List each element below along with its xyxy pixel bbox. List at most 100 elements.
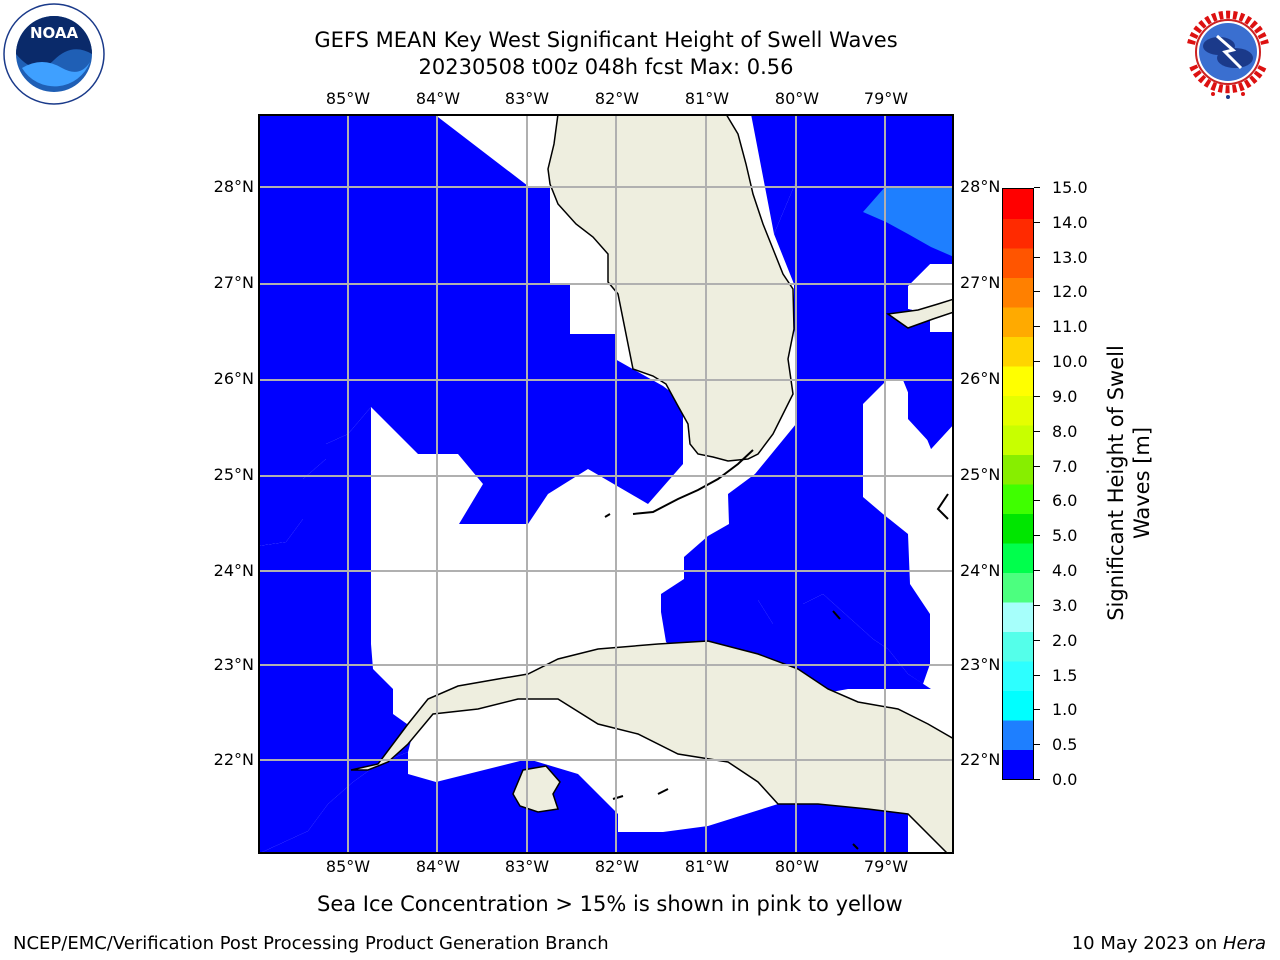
lat-label-right: 26°N — [960, 369, 1001, 388]
colorbar-tick-label: 11.0 — [1052, 317, 1088, 337]
lat-label-right: 27°N — [960, 273, 1001, 292]
nws-logo — [1177, 2, 1279, 102]
lon-label-top: 83°W — [504, 89, 550, 108]
colorbar-segment — [1003, 454, 1033, 485]
colorbar-tick-mark — [1034, 744, 1040, 746]
colorbar-segment — [1003, 277, 1033, 308]
lon-label-bottom: 85°W — [325, 857, 371, 876]
date-stamp: 10 May 2023 on Hera — [1072, 933, 1266, 954]
colorbar-segment — [1003, 307, 1033, 337]
colorbar-tick-mark — [1034, 535, 1040, 537]
colorbar-tick-label: 8.0 — [1052, 421, 1078, 441]
colorbar-segment — [1003, 602, 1033, 632]
colorbar-segment — [1003, 425, 1033, 455]
colorbar-tick-label: 5.0 — [1052, 526, 1078, 546]
lat-label-left: 23°N — [213, 655, 254, 674]
lon-label-top: 85°W — [325, 89, 371, 108]
lat-label-left: 22°N — [213, 750, 254, 769]
colorbar-segment — [1003, 543, 1033, 573]
colorbar-tick-mark — [1034, 221, 1040, 223]
noaa-logo: NOAA — [2, 2, 106, 106]
colorbar-segment — [1003, 661, 1033, 691]
lon-label-bottom: 82°W — [594, 857, 640, 876]
colorbar-title-line2: Waves [m] — [1130, 426, 1154, 540]
colorbar-tick-label: 13.0 — [1052, 247, 1088, 267]
florida-keys — [604, 449, 949, 850]
colorbar-title-line1: Significant Height of Swell — [1104, 345, 1128, 621]
lon-label-bottom: 79°W — [863, 857, 909, 876]
colorbar-segment — [1003, 189, 1033, 219]
colorbar-tick-mark — [1034, 187, 1040, 188]
colorbar-tick-mark — [1034, 395, 1040, 397]
colorbar-segment — [1003, 631, 1033, 662]
lat-label-left: 26°N — [213, 369, 254, 388]
colorbar-segment — [1003, 690, 1033, 721]
colorbar-tick-label: 2.0 — [1052, 630, 1078, 650]
colorbar-segment — [1003, 513, 1033, 544]
lon-label-top: 82°W — [594, 89, 640, 108]
colorbar-segment — [1003, 749, 1033, 779]
colorbar-tick-mark — [1034, 465, 1040, 467]
svg-text:NOAA: NOAA — [30, 24, 79, 42]
lon-label-bottom: 80°W — [774, 857, 820, 876]
colorbar-tick-label: 6.0 — [1052, 491, 1078, 511]
colorbar-segment — [1003, 484, 1033, 514]
colorbar-tick-label: 14.0 — [1052, 212, 1088, 232]
colorbar-ticks: 15.0 14.0 13.0 12.0 11.0 10.0 9.0 8.0 7.0 6.0 5.0 4… — [1034, 178, 1104, 789]
lat-label-right: 22°N — [960, 750, 1001, 769]
lat-label-right: 24°N — [960, 561, 1001, 580]
lon-label-top: 80°W — [774, 89, 820, 108]
colorbar-segment — [1003, 720, 1033, 750]
host-name: Hera — [1222, 933, 1266, 954]
colorbar-tick-mark — [1034, 256, 1040, 258]
colorbar-tick-mark — [1034, 639, 1040, 641]
colorbar-tick-label: 4.0 — [1052, 561, 1078, 581]
sea-ice-note: Sea Ice Concentration > 15% is shown in … — [317, 892, 903, 916]
swell-height-map[interactable] — [258, 113, 955, 855]
chart-title-line1: GEFS MEAN Key West Significant Height of… — [314, 28, 898, 52]
colorbar-tick-label: 10.0 — [1052, 352, 1088, 372]
map-frame — [258, 114, 954, 854]
colorbar-segment — [1003, 218, 1033, 249]
colorbar-tick-label: 12.0 — [1052, 282, 1088, 302]
colorbar-tick-mark — [1034, 361, 1040, 363]
lat-label-right: 23°N — [960, 655, 1001, 674]
colorbar-tick-mark — [1034, 604, 1040, 606]
isle-of-youth — [512, 765, 561, 813]
colorbar-segment — [1003, 366, 1033, 396]
colorbar-tick-label: 3.0 — [1052, 595, 1078, 615]
lon-label-top: 79°W — [863, 89, 909, 108]
colorbar-tick-mark — [1034, 326, 1040, 328]
lon-label-bottom: 83°W — [504, 857, 550, 876]
colorbar-segment — [1003, 395, 1033, 426]
lat-label-left: 28°N — [213, 177, 254, 196]
colorbar-tick-mark — [1034, 570, 1040, 572]
colorbar-tick-label: 0.5 — [1052, 735, 1078, 755]
date-prefix: 10 May 2023 on — [1071, 933, 1223, 954]
lon-label-top: 84°W — [415, 89, 461, 108]
colorbar-tick-mark — [1034, 291, 1040, 293]
lat-label-left: 24°N — [213, 561, 254, 580]
chart-title-line2: 20230508 t00z 048h fcst Max: 0.56 — [418, 55, 794, 79]
colorbar-tick-label: 0.0 — [1052, 770, 1078, 789]
credit-text: NCEP/EMC/Verification Post Processing Pr… — [13, 933, 609, 954]
colorbar-tick-mark — [1034, 674, 1040, 676]
colorbar-tick-label: 15.0 — [1052, 178, 1088, 197]
lat-label-right: 28°N — [960, 177, 1001, 196]
lon-label-bottom: 84°W — [415, 857, 461, 876]
colorbar-tick-mark — [1034, 779, 1040, 780]
lon-label-top: 81°W — [684, 89, 730, 108]
colorbar-tick-label: 9.0 — [1052, 386, 1078, 406]
lat-label-left: 27°N — [213, 273, 254, 292]
colorbar-segment — [1003, 248, 1033, 278]
colorbar — [1002, 188, 1034, 780]
colorbar-tick-mark — [1034, 709, 1040, 711]
florida-peninsula — [547, 113, 795, 462]
colorbar-segment — [1003, 572, 1033, 603]
colorbar-segment — [1003, 336, 1033, 367]
colorbar-tick-mark — [1034, 500, 1040, 502]
lat-label-left: 25°N — [213, 465, 254, 484]
colorbar-tick-mark — [1034, 430, 1040, 432]
lon-label-bottom: 81°W — [684, 857, 730, 876]
colorbar-title: Significant Height of Swell Waves [m] — [1100, 345, 1158, 621]
